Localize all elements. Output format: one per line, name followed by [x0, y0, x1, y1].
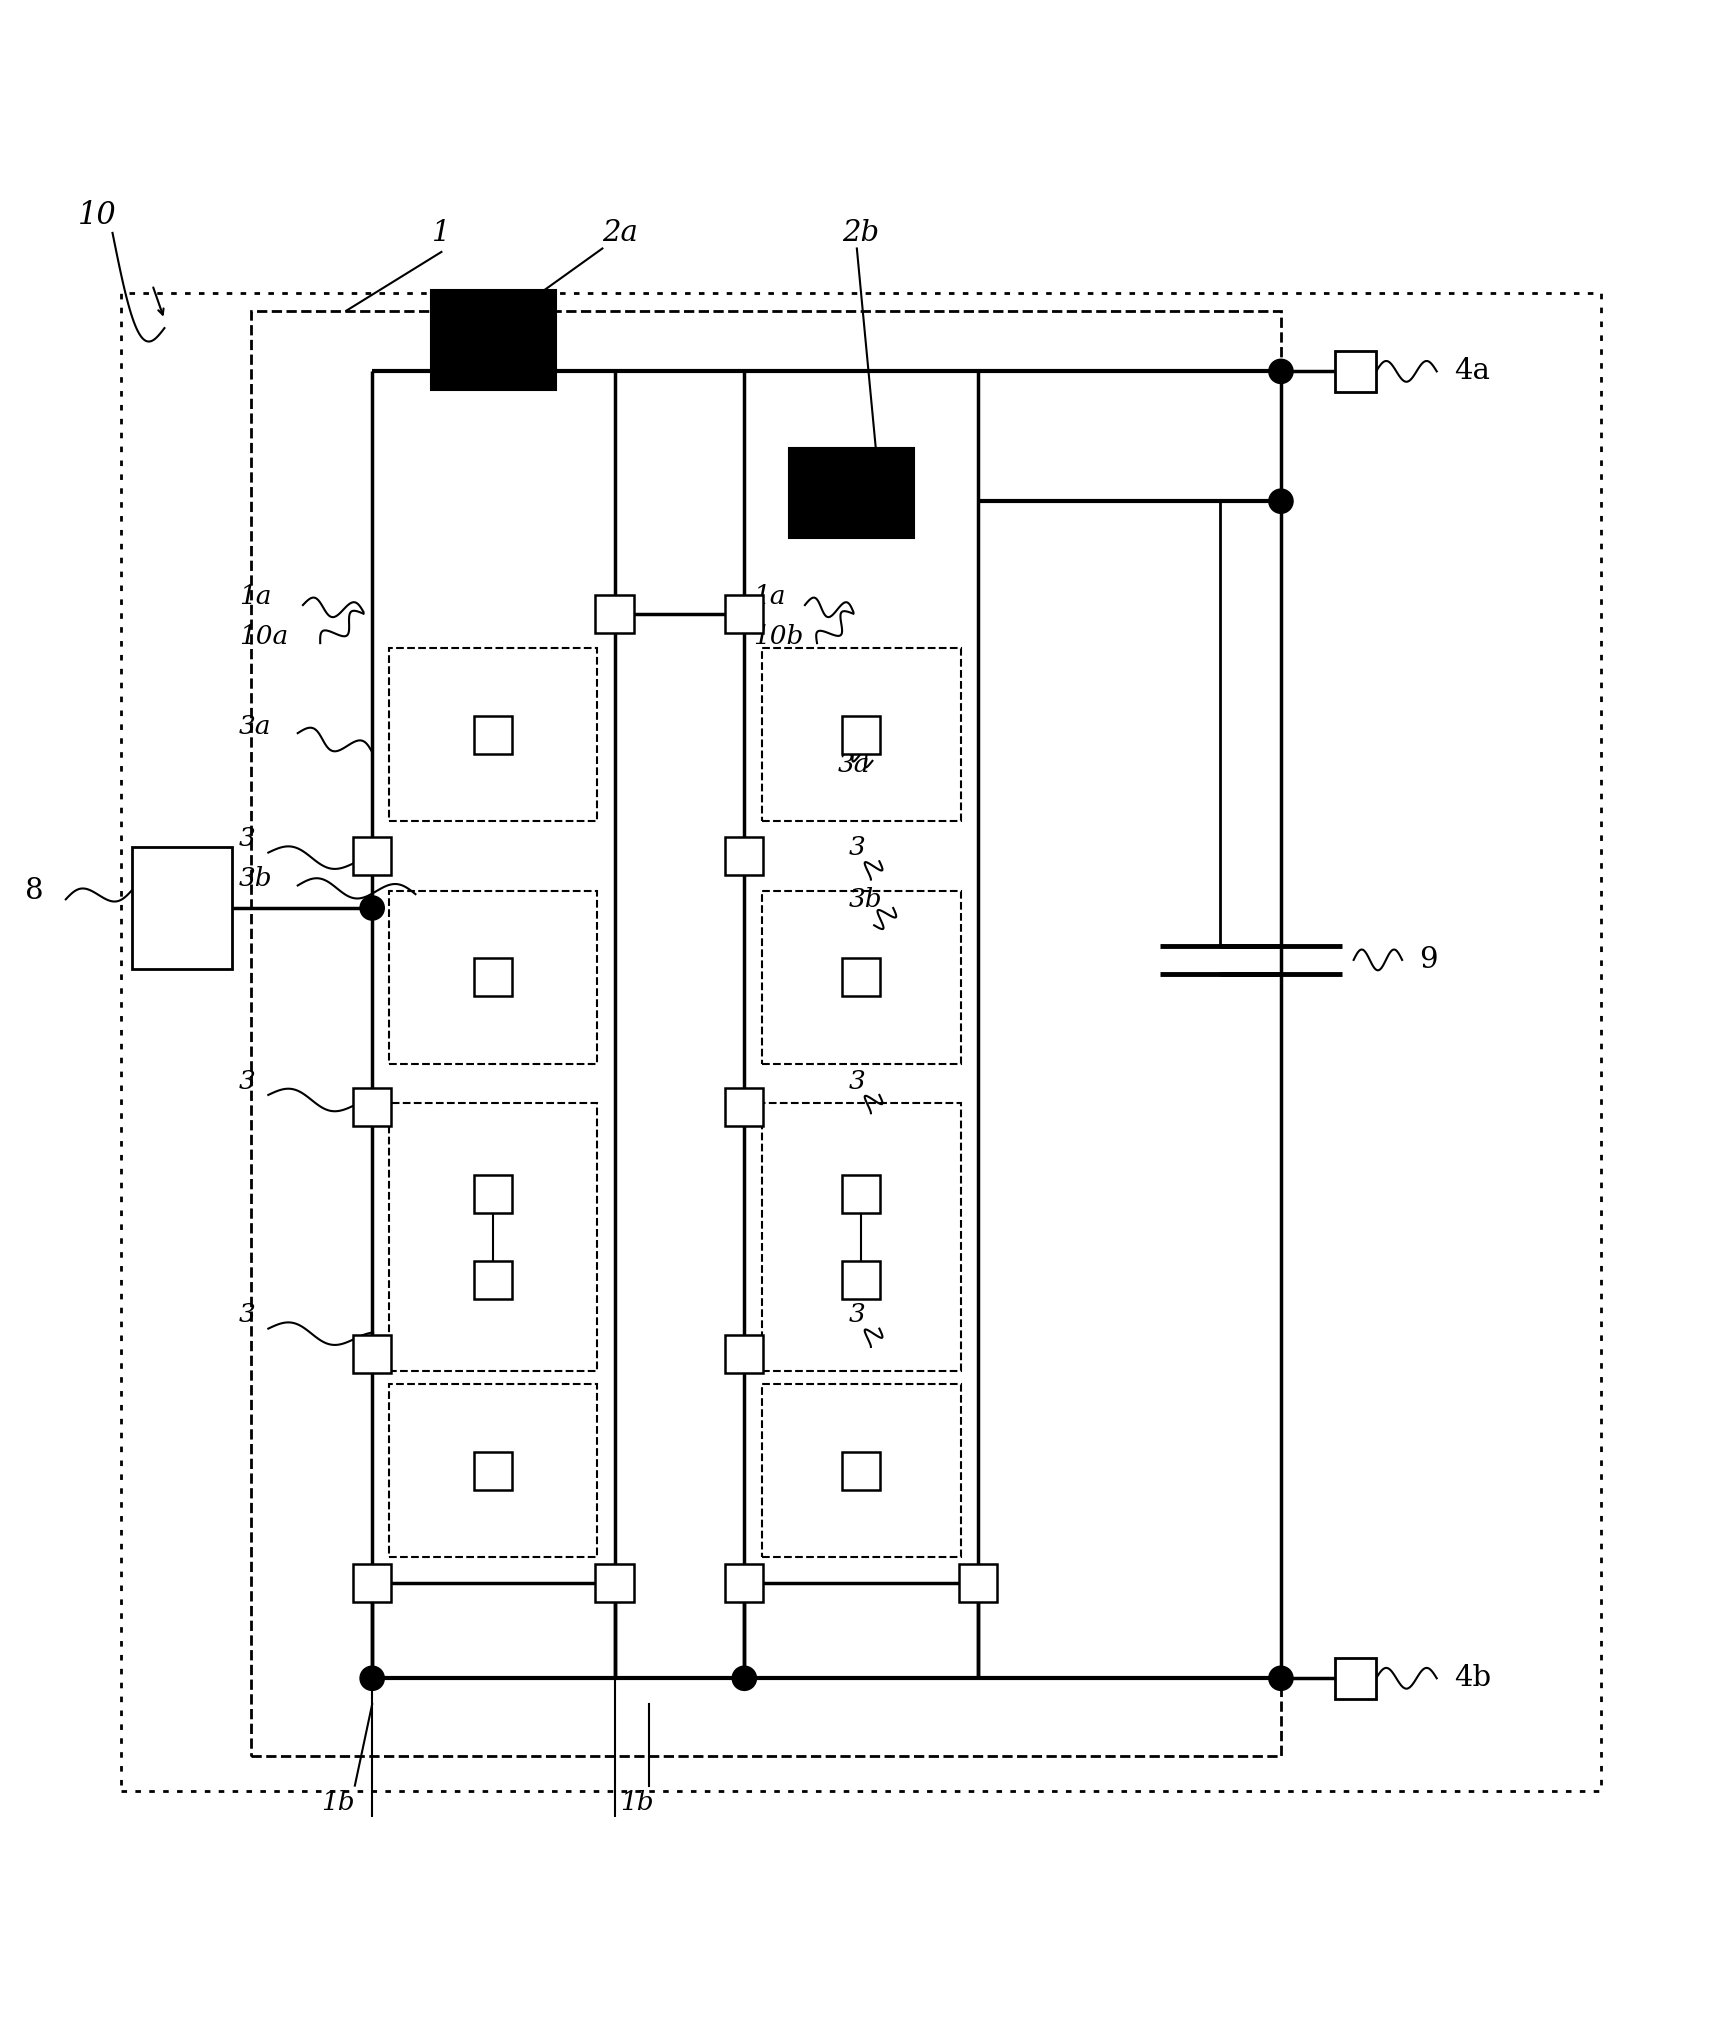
Text: 3a: 3a [837, 751, 870, 778]
Bar [761, 1102, 960, 1372]
Bar [841, 1451, 879, 1490]
Text: 10a: 10a [239, 625, 287, 649]
Text: 3: 3 [848, 1069, 865, 1094]
Bar [789, 447, 913, 537]
Text: 3: 3 [848, 1302, 865, 1327]
Text: 1: 1 [432, 218, 450, 247]
Bar [725, 1563, 763, 1602]
Bar [841, 716, 879, 753]
Text: 9: 9 [1419, 945, 1438, 974]
Bar [841, 1261, 879, 1300]
Bar [841, 1174, 879, 1212]
Text: 3b: 3b [848, 888, 881, 912]
Circle shape [360, 896, 384, 920]
Text: 4b: 4b [1453, 1663, 1490, 1692]
Circle shape [1268, 490, 1292, 514]
Text: 3: 3 [239, 1302, 256, 1327]
Bar [725, 1335, 763, 1374]
Bar [761, 1384, 960, 1557]
Text: 1a: 1a [753, 584, 785, 608]
Bar [131, 847, 232, 969]
Bar [353, 1088, 391, 1127]
Bar [1334, 1657, 1375, 1698]
Text: 2b: 2b [841, 218, 879, 247]
Text: 8: 8 [24, 878, 43, 904]
Text: 1a: 1a [239, 584, 272, 608]
Text: 3a: 3a [239, 714, 272, 739]
Bar [595, 594, 633, 633]
Bar [474, 1174, 512, 1212]
Text: 3b: 3b [239, 865, 272, 892]
Bar [474, 957, 512, 996]
Text: 3: 3 [239, 827, 256, 851]
Circle shape [360, 1665, 384, 1690]
Text: 10: 10 [78, 200, 116, 231]
Bar [474, 716, 512, 753]
Bar [431, 290, 555, 390]
Text: 10b: 10b [753, 625, 803, 649]
Bar [725, 837, 763, 876]
Bar [841, 957, 879, 996]
Bar [121, 294, 1600, 1790]
Bar [251, 310, 1280, 1755]
Text: 3: 3 [848, 835, 865, 859]
Text: 1b: 1b [619, 1790, 654, 1814]
Bar [389, 1384, 597, 1557]
Bar [474, 1451, 512, 1490]
Bar [353, 1563, 391, 1602]
Bar [725, 594, 763, 633]
Circle shape [732, 1665, 756, 1690]
Bar [353, 1335, 391, 1374]
Circle shape [1268, 1665, 1292, 1690]
Bar [595, 1563, 633, 1602]
Bar [958, 1563, 996, 1602]
Bar [389, 649, 597, 820]
Bar [389, 890, 597, 1063]
Bar [725, 1088, 763, 1127]
Text: 2a: 2a [602, 218, 637, 247]
Bar [1334, 351, 1375, 392]
Bar [761, 890, 960, 1063]
Bar [761, 649, 960, 820]
Circle shape [1268, 359, 1292, 384]
Text: 4a: 4a [1453, 357, 1490, 386]
Bar [389, 1102, 597, 1372]
Bar [474, 1261, 512, 1300]
Bar [353, 837, 391, 876]
Text: 1b: 1b [320, 1790, 355, 1814]
Text: 3: 3 [239, 1069, 256, 1094]
